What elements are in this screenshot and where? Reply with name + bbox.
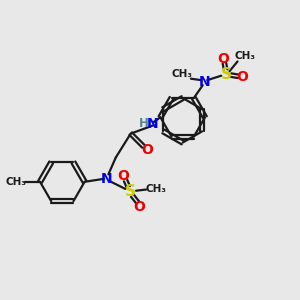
Text: S: S — [125, 184, 136, 199]
Text: N: N — [101, 172, 113, 186]
Text: N: N — [198, 75, 210, 89]
Text: O: O — [236, 70, 248, 84]
Text: CH₃: CH₃ — [172, 69, 193, 79]
Text: H: H — [139, 117, 148, 130]
Text: O: O — [141, 143, 153, 157]
Text: CH₃: CH₃ — [145, 184, 166, 194]
Text: O: O — [117, 169, 129, 183]
Text: CH₃: CH₃ — [5, 177, 26, 187]
Text: S: S — [221, 67, 232, 82]
Text: O: O — [218, 52, 230, 66]
Text: N: N — [146, 117, 158, 131]
Text: CH₃: CH₃ — [235, 51, 256, 61]
Text: O: O — [134, 200, 146, 214]
